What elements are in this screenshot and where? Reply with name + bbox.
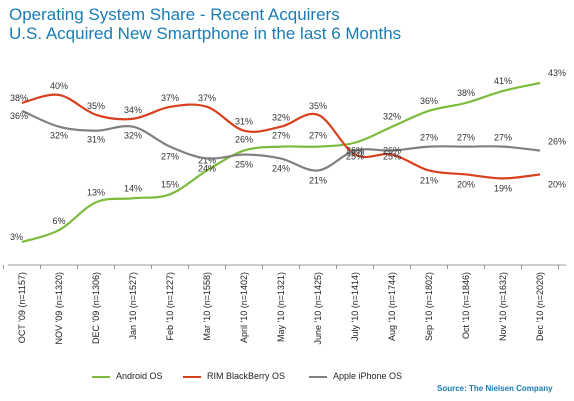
data-label-blackberry: 35% — [87, 101, 105, 111]
data-label-android: 13% — [87, 187, 105, 197]
x-tick-label: Oct '10 (n=1846) — [461, 272, 471, 339]
data-label-blackberry: 25% — [383, 152, 401, 162]
legend-label-iphone: Apple iPhone OS — [333, 371, 403, 381]
data-label-blackberry: 20% — [457, 179, 475, 189]
series-line-blackberry — [21, 93, 541, 180]
x-tick-label: Feb '10 (n=1227) — [165, 272, 175, 341]
data-label-blackberry: 21% — [420, 175, 438, 185]
data-label-android: 27% — [272, 131, 290, 141]
data-label-blackberry: 25% — [346, 152, 364, 162]
x-tick-label: June '10 (n=1425) — [313, 272, 323, 345]
x-tick-label: April '10 (n=1402) — [239, 272, 249, 343]
data-label-iphone: 27% — [457, 133, 475, 143]
data-label-iphone: 31% — [87, 135, 105, 145]
data-label-android: 6% — [52, 216, 65, 226]
legend-item-blackberry: RIM BlackBerry OS — [183, 371, 285, 381]
data-label-android: 36% — [420, 96, 438, 106]
data-label-android: 28% — [346, 148, 364, 158]
legend-label-android: Android OS — [116, 371, 163, 381]
legend-swatch-iphone — [309, 375, 327, 378]
data-label-blackberry: 32% — [272, 113, 290, 123]
source-note: Source: The Nielsen Company — [437, 384, 553, 393]
data-label-iphone: 26% — [346, 146, 364, 156]
data-label-iphone: 25% — [235, 160, 253, 170]
data-label-iphone: 32% — [124, 131, 142, 141]
x-tick-label: NOV '09 (n=1320) — [54, 272, 64, 345]
legend-swatch-blackberry — [183, 375, 201, 378]
legend-item-iphone: Apple iPhone OS — [309, 371, 402, 381]
data-label-android: 14% — [124, 183, 142, 193]
data-label-iphone: 27% — [494, 133, 512, 143]
data-label-iphone: 36% — [10, 111, 28, 121]
data-label-blackberry: 37% — [198, 93, 216, 103]
x-tick-label: Nov '10 (n=1632) — [498, 272, 508, 341]
data-label-blackberry: 31% — [235, 117, 253, 127]
data-label-android: 43% — [548, 68, 566, 78]
data-label-blackberry: 40% — [50, 81, 68, 91]
data-label-blackberry: 38% — [10, 93, 28, 103]
data-label-android: 27% — [309, 131, 327, 141]
data-label-blackberry: 37% — [161, 93, 179, 103]
x-tick-label: May '10 (n=1321) — [276, 272, 286, 342]
data-label-iphone: 24% — [272, 164, 290, 174]
data-label-iphone: 27% — [161, 152, 179, 162]
data-label-blackberry: 34% — [124, 105, 142, 115]
x-tick-label: Sep '10 (n=1802) — [424, 272, 434, 341]
data-label-iphone: 24% — [198, 164, 216, 174]
data-label-iphone: 27% — [420, 133, 438, 143]
data-label-iphone: 32% — [50, 131, 68, 141]
data-label-iphone: 21% — [309, 175, 327, 185]
chart-subtitle: U.S. Acquired New Smartphone in the last… — [9, 24, 402, 43]
x-tick-label: OCT '09 (n=1157) — [17, 272, 27, 343]
x-tick-label: Dec '10 (n=2020) — [535, 272, 545, 341]
legend-label-blackberry: RIM BlackBerry OS — [207, 371, 286, 381]
data-label-android: 15% — [161, 179, 179, 189]
data-label-iphone: 26% — [548, 137, 566, 147]
data-label-android: 3% — [10, 232, 23, 242]
chart-title: Operating System Share - Recent Acquirer… — [9, 5, 340, 24]
data-label-iphone: 26% — [383, 146, 401, 156]
data-label-blackberry: 35% — [309, 101, 327, 111]
data-label-android: 32% — [383, 112, 401, 122]
data-label-android: 38% — [457, 88, 475, 98]
data-label-blackberry: 19% — [494, 183, 512, 193]
series-line-android — [21, 81, 541, 244]
data-label-android: 41% — [494, 76, 512, 86]
x-tick-label: Jan '10 (n=1527) — [128, 272, 138, 340]
series-line-iphone — [21, 109, 541, 172]
data-label-blackberry: 20% — [548, 179, 566, 189]
x-tick-label: Aug '10 (n=1744) — [387, 272, 397, 341]
x-tick-label: DEC '09 (n=1306) — [91, 272, 101, 344]
legend-swatch-android — [92, 375, 110, 378]
data-label-android: 21% — [198, 155, 216, 165]
x-tick-label: Mar '10 (n=1558) — [202, 272, 212, 341]
data-label-android: 26% — [235, 135, 253, 145]
legend-item-android: Android OS — [92, 371, 163, 381]
x-tick-label: July '10 (n=1414) — [350, 272, 360, 341]
